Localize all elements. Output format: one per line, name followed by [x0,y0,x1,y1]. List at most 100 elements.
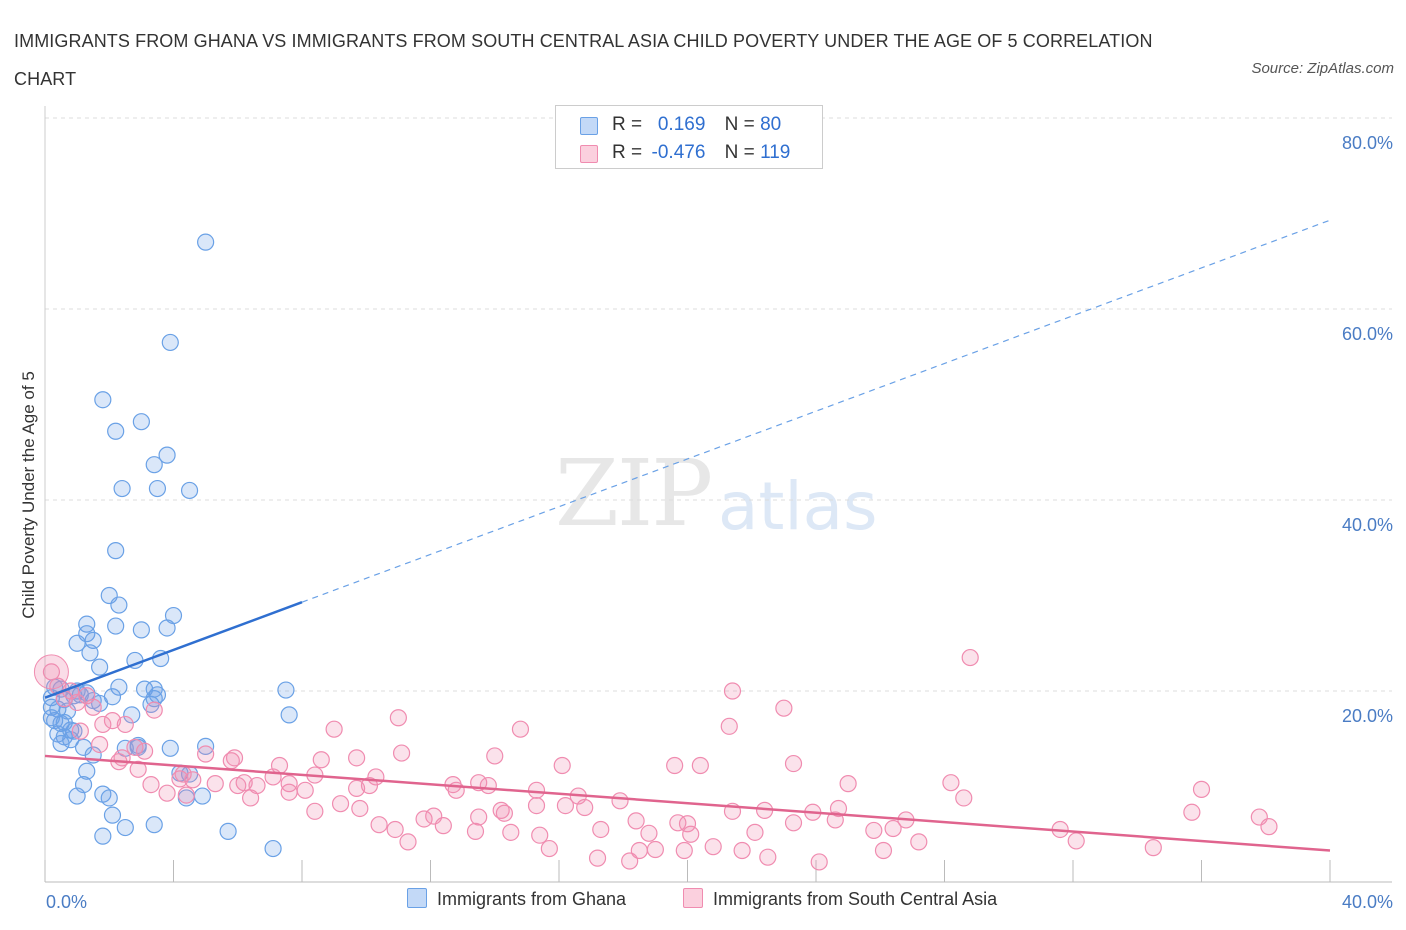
data-point-sca [1192,780,1211,798]
bottom-legend-label-sca: Immigrants from South Central Asia [713,889,998,909]
data-point-ghana [197,233,215,251]
data-point-sca [312,751,330,769]
data-point-sca [531,826,549,844]
data-point-sca [1183,803,1201,821]
data-point-sca [479,776,497,795]
data-point-sca [733,841,751,860]
data-point-sca [84,698,102,716]
data-point-sca [759,848,777,866]
x-tick-label: 0.0% [46,892,87,912]
data-point-ghana [123,706,141,724]
trend-lines [44,219,1331,852]
grid-lines [45,117,1392,692]
data-point-sca [640,824,658,842]
data-point-sca [511,720,530,738]
data-point-sca [470,808,488,826]
data-point-sca [691,756,709,775]
bottom-legend-swatch-ghana [407,888,427,908]
chart-title: IMMIGRANTS FROM GHANA VS IMMIGRANTS FROM… [14,31,1153,89]
data-point-ghana [103,688,122,706]
data-point-sca [399,833,417,851]
data-point-sca [325,720,343,738]
data-point-sca [145,701,163,719]
data-point-sca [370,816,388,834]
trend-line-ghana [44,601,303,699]
data-point-sca [331,795,350,813]
data-point-sca [135,742,154,760]
trend-line-sca [44,754,1331,852]
data-point-sca [184,771,202,789]
data-point-sca [961,648,979,667]
legend-r-value-sca: -0.476 [651,142,706,163]
data-point-ghana [62,731,80,749]
data-point-sca [588,849,607,867]
data-point-sca [116,715,134,734]
data-point-ghana [100,789,118,807]
data-point-ghana [91,658,109,676]
data-point-sca [666,756,684,775]
data-point-ghana [78,615,96,633]
data-point-ghana [180,481,199,500]
data-point-sca [197,745,215,763]
data-point-sca [1144,839,1162,857]
data-point-sca [42,663,61,681]
data-point-sca [177,786,195,804]
bottom-legend-ghana: Immigrants from Ghana [407,888,626,910]
data-point-ghana [145,456,163,474]
data-point-ghana [158,446,176,464]
data-point-sca [775,699,793,717]
data-point-sca [723,682,742,700]
data-point-sca [348,749,366,767]
y-tick-label: 80.0% [1342,133,1393,153]
legend-r-label: R = [612,114,643,135]
data-point-sca [280,783,298,801]
data-point-sca [466,822,485,840]
data-point-sca [270,756,289,775]
data-point-sca [553,756,571,775]
data-point-ghana [132,413,150,431]
data-point-ghana [52,714,70,733]
axes [44,106,1392,883]
data-point-sca [1260,818,1278,836]
data-point-ghana [78,762,96,780]
data-point-ghana [161,739,179,757]
trend-line-ghana-extension [301,219,1331,603]
data-point-ghana [94,827,112,845]
data-point-sca [502,823,520,841]
data-point-sca [678,815,697,833]
data-point-ghana [103,806,122,824]
y-tick-label: 60.0% [1342,324,1393,344]
legend-box: R = 0.169 N = 80 R = -0.476 N = 119 [555,105,823,169]
data-point-sca [682,825,700,843]
data-point-sca [784,754,803,773]
data-point-sca [158,784,176,802]
data-point-sca [621,852,639,870]
data-point-sca [675,841,693,860]
data-point-sca [611,792,629,810]
data-point-ghana [264,839,282,858]
data-point-sca [386,820,404,839]
data-point-sca [527,796,546,815]
data-point-sca [839,775,857,793]
data-point-ghana [107,542,125,560]
data-point-sca [206,775,224,793]
data-point-sca [492,801,510,819]
series-sca-points [33,648,1278,871]
legend-r-label: R = [612,142,643,163]
data-point-ghana [107,617,125,635]
data-point-sca [91,735,109,754]
data-point-sca [94,715,112,734]
bottom-legend-sca: Immigrants from South Central Asia [683,888,997,910]
data-point-sca [1067,832,1085,850]
data-point-sca [296,781,314,799]
data-point-ghana [280,706,298,724]
data-point-ghana [68,787,86,805]
data-point-sca [576,798,594,817]
data-point-sca [71,722,89,740]
legend-n-label: N = [724,114,755,135]
data-point-sca [486,747,504,765]
data-point-sca [527,781,546,799]
data-point-sca [592,820,610,839]
watermark-zip: ZIP [555,440,713,547]
data-point-ghana [110,678,128,696]
